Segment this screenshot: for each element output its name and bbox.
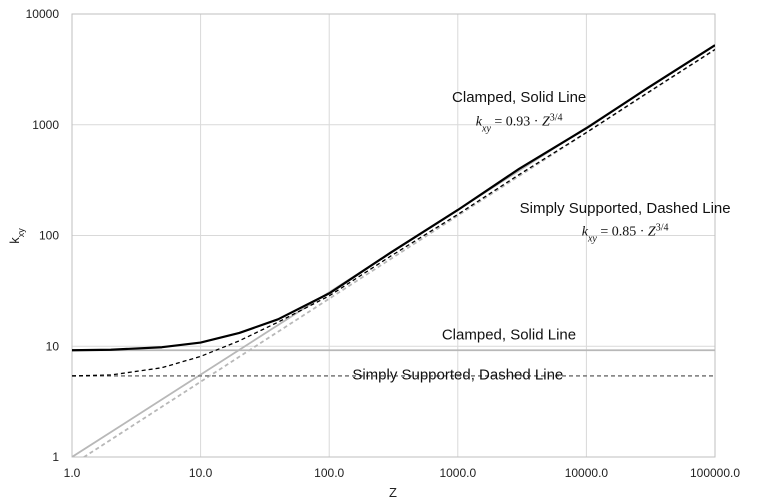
y-tick-label: 1 (52, 450, 59, 464)
x-tick-label: 1.0 (64, 466, 81, 480)
x-tick-label: 1000.0 (439, 466, 476, 480)
tick-labels: 1.0 10.0 100.0 1000.0 10000.0 100000.0 1 10 100 1… (26, 7, 741, 480)
ann-upper-clamped-eq: kxy = 0.93 · Z3/4 (476, 112, 563, 134)
x-tick-label: 100000.0 (690, 466, 740, 480)
x-tick-label: 10000.0 (565, 466, 609, 480)
y-tick-label: 1000 (32, 118, 59, 132)
y-axis-label: kxy (7, 228, 26, 244)
x-tick-label: 10.0 (189, 466, 213, 480)
series-line-clamped-solid-line (72, 44, 715, 352)
y-tick-label: 100 (39, 229, 59, 243)
series-line-simply-supported-asymptote (82, 48, 715, 457)
ann-upper-ss-eq: kxy = 0.85 · Z3/4 (582, 222, 669, 244)
y-tick-label: 10 (46, 339, 60, 353)
annotations: Clamped, Solid Line kxy = 0.93 · Z3/4 Simp… (352, 89, 730, 383)
ann-lower-clamped: Clamped, Solid Line (442, 327, 576, 344)
ann-upper-ss: Simply Supported, Dashed Line (520, 200, 731, 217)
series-line-simply-supported-dashed-line (72, 48, 715, 377)
x-axis-label: Z (389, 485, 397, 500)
ann-lower-ss: Simply Supported, Dashed Line (352, 367, 563, 384)
series-lines (72, 44, 715, 457)
ann-upper-clamped: Clamped, Solid Line (452, 89, 586, 106)
x-tick-label: 100.0 (314, 466, 344, 480)
plot-frame (71, 13, 716, 458)
y-tick-label: 10000 (26, 7, 60, 21)
gridlines (71, 13, 716, 458)
